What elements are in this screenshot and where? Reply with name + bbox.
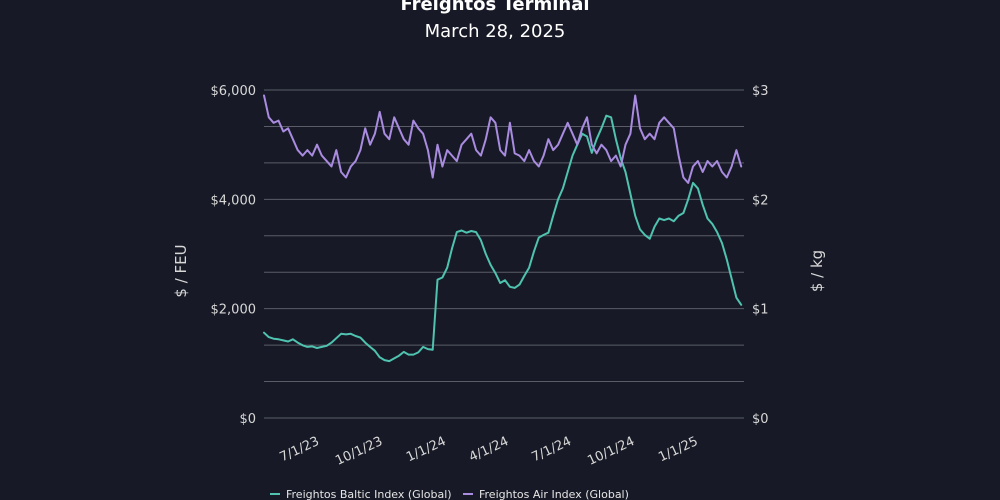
x-tick-label: 10/1/23	[333, 434, 385, 469]
left-tick-label: $2,000	[211, 303, 257, 318]
legend-label: Freightos Air Index (Global)	[479, 488, 629, 500]
x-tick-label: 10/1/24	[585, 434, 637, 469]
left-tick-label: $4,000	[211, 193, 257, 208]
legend: Freightos Baltic Index (Global) Freightos…	[270, 488, 629, 500]
x-tick-label: 1/1/24	[404, 434, 448, 465]
series-line-2	[263, 94, 743, 184]
right-tick-label: $2	[752, 193, 769, 208]
x-tick-label: 4/1/24	[467, 434, 511, 465]
x-tick-label: 1/1/25	[656, 434, 700, 465]
chart-title: Freightos Terminal	[400, 0, 589, 15]
gridlines	[264, 89, 744, 419]
chart-subtitle: March 28, 2025	[425, 21, 566, 42]
series-lines	[263, 94, 743, 363]
right-tick-label: $3	[752, 84, 769, 99]
left-tick-label: $0	[239, 412, 256, 427]
right-tick-label: $1	[752, 303, 769, 318]
right-tick-label: $0	[752, 412, 769, 427]
left-axis-label: $ / FEU	[172, 244, 190, 297]
x-tick-label: 7/1/23	[277, 434, 321, 465]
right-axis-label: $ / kg	[808, 250, 826, 292]
series-line-1	[263, 114, 743, 363]
left-tick-label: $6,000	[211, 84, 257, 99]
x-tick-label: 7/1/24	[529, 434, 573, 465]
legend-label: Freightos Baltic Index (Global)	[286, 488, 452, 500]
